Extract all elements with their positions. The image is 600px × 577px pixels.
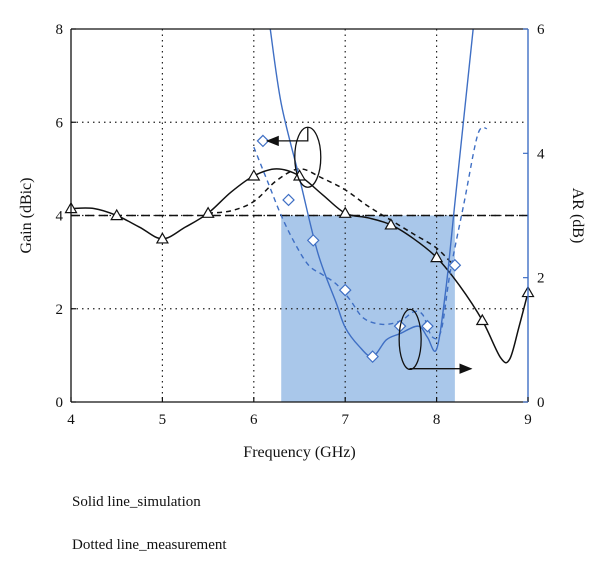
annotation-arrow-upper: [265, 127, 309, 147]
y2-tick-label: 6: [537, 22, 545, 38]
x-tick-label: 7: [341, 412, 349, 428]
legend-note-simulation: Solid line_simulation: [72, 494, 201, 510]
gain-triangle-marker: [430, 250, 444, 263]
ar-diamond-marker: [421, 319, 434, 333]
y-tick-label: 6: [56, 115, 64, 131]
y2-tick-label: 2: [537, 271, 545, 287]
y-tick-label: 2: [56, 302, 64, 318]
ar-diamond-marker: [338, 283, 352, 297]
x-tick-label: 6: [250, 412, 258, 428]
annotation-arrow-lower: [409, 363, 473, 374]
ar-diamond-marker: [448, 258, 462, 272]
gain-triangle-marker: [247, 169, 261, 181]
ar-diamond-marker: [282, 193, 295, 207]
annotation-layer: [265, 126, 473, 374]
gain-triangle-marker: [201, 206, 215, 218]
legend-note-measurement: Dotted line_measurement: [72, 537, 227, 553]
gain-triangle-marker: [110, 208, 124, 221]
x-tick-label: 4: [67, 412, 75, 428]
gain-solid-line: [71, 168, 528, 364]
x-tick-label: 8: [433, 412, 441, 428]
gain-triangle-marker: [155, 232, 169, 244]
marker-layer: [64, 134, 535, 363]
x-tick-label: 5: [159, 412, 167, 428]
ar-solid-line: [269, 29, 474, 358]
y-tick-label: 0: [56, 395, 64, 411]
gain-triangle-marker: [384, 218, 398, 230]
x-axis-label: Frequency (GHz): [243, 444, 355, 461]
y-tick-label: 4: [56, 209, 64, 225]
ar-diamond-marker: [306, 234, 320, 247]
series-layer: [71, 29, 528, 364]
ar-diamond-marker: [366, 350, 379, 363]
y-axis-label: Gain (dBic): [18, 178, 35, 254]
gain-triangle-marker: [475, 313, 489, 326]
gain-triangle-marker: [292, 169, 307, 181]
y-tick-label: 8: [56, 22, 64, 38]
ar-dashed-line: [253, 126, 488, 340]
gain-dashed-line: [208, 168, 456, 268]
y2-axis-label: AR (dB): [569, 188, 586, 244]
gain-triangle-marker: [338, 206, 352, 218]
grid-layer: [71, 29, 528, 402]
y2-tick-label: 0: [537, 395, 545, 411]
x-tick-label: 9: [524, 412, 532, 428]
ar-diamond-marker: [256, 134, 270, 148]
y2-tick-label: 4: [537, 146, 545, 162]
